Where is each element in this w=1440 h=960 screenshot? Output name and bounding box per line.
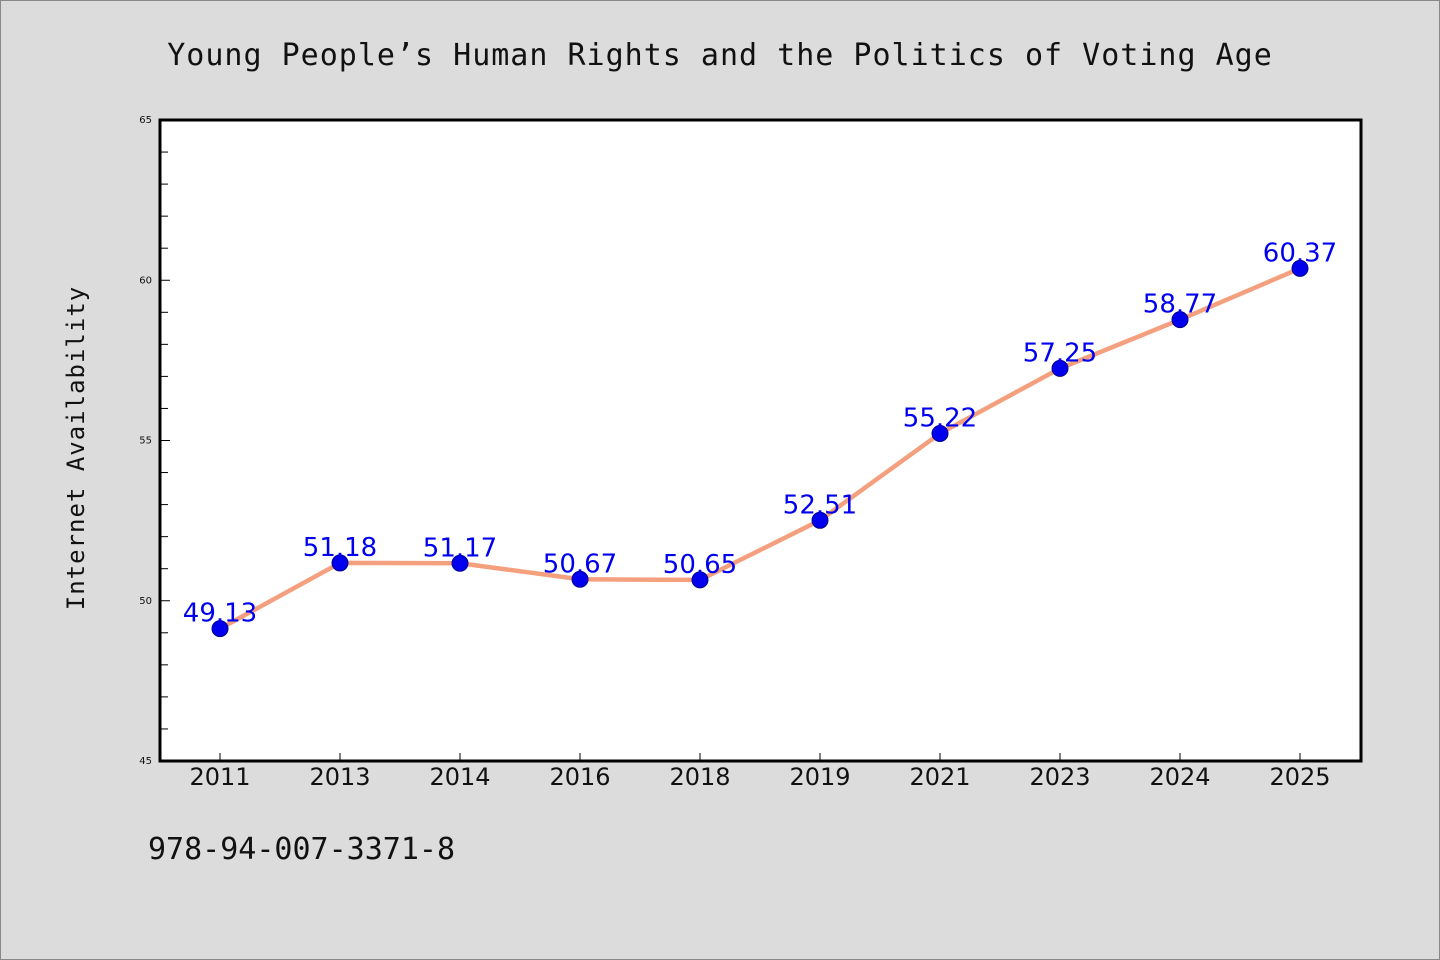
data-point	[1171, 311, 1189, 329]
x-tick-label: 2021	[909, 763, 970, 791]
y-tick-label: 60	[139, 275, 152, 286]
plot-area	[158, 118, 1363, 763]
x-tick-label: 2018	[669, 763, 730, 791]
data-label: 52.51	[783, 490, 857, 520]
y-tick-label: 50	[139, 596, 152, 607]
data-point	[1291, 259, 1309, 277]
y-tick-label: 55	[139, 436, 152, 447]
data-label: 55.22	[903, 403, 977, 433]
data-label: 50.67	[543, 549, 617, 579]
x-tick-label: 2011	[189, 763, 250, 791]
data-point	[691, 571, 709, 589]
x-tick-label: 2023	[1029, 763, 1090, 791]
y-tick-label: 45	[139, 756, 152, 767]
isbn-text: 978-94-007-3371-8	[148, 832, 456, 867]
x-tick-label: 2016	[549, 763, 610, 791]
chart-title: Young People’s Human Rights and the Poli…	[167, 38, 1273, 73]
data-point	[211, 620, 229, 638]
x-axis: 2011 2013 2014 2016 2018 2019 2021 2023 2024 2025	[189, 753, 1331, 791]
data-point	[1051, 359, 1069, 377]
data-point	[331, 554, 349, 572]
x-tick-label: 2013	[309, 763, 370, 791]
data-label: 57.25	[1023, 338, 1097, 368]
x-tick-label: 2019	[789, 763, 850, 791]
y-axis: 45 50 55 60 65	[139, 115, 170, 767]
data-point	[571, 570, 589, 588]
data-point	[811, 511, 829, 529]
data-point	[931, 424, 949, 442]
data-label: 51.18	[303, 533, 377, 563]
data-label: 58.77	[1143, 290, 1217, 320]
data-label: 49.13	[183, 599, 257, 629]
series-group: 49.13 51.18 51.17 50.67 50.65 52.51 55.22 57.25…	[183, 238, 1337, 638]
series-line	[217, 266, 1303, 631]
data-label: 51.17	[423, 533, 497, 563]
x-tick-label: 2024	[1149, 763, 1210, 791]
data-label: 50.65	[663, 550, 737, 580]
x-tick-label: 2014	[429, 763, 490, 791]
data-point	[451, 554, 469, 572]
x-tick-label: 2025	[1269, 763, 1330, 791]
data-label: 60.37	[1263, 238, 1337, 268]
y-tick-label: 65	[139, 115, 152, 126]
